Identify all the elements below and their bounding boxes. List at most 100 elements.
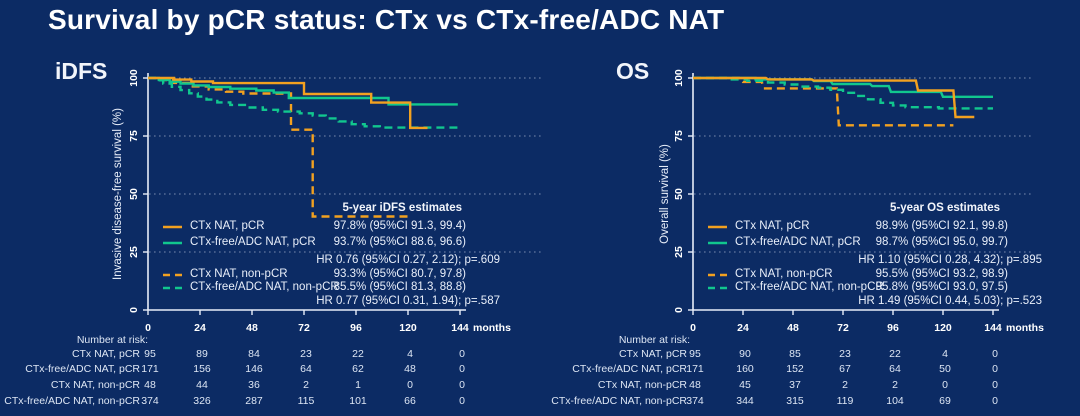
y-tick-label-os-50: 50 xyxy=(673,188,685,200)
at-risk-label-os-2: CTx NAT, non-pCR xyxy=(597,379,687,391)
at-risk-value-idfs-0-4: 22 xyxy=(352,348,364,360)
at-risk-value-idfs-3-1: 326 xyxy=(193,395,211,407)
at-risk-value-os-2-0: 48 xyxy=(689,379,701,391)
at-risk-value-idfs-2-1: 44 xyxy=(196,379,208,391)
y-tick-label-idfs-25: 25 xyxy=(128,246,140,258)
at-risk-value-os-3-2: 315 xyxy=(786,395,804,407)
at-risk-value-idfs-2-3: 2 xyxy=(303,379,309,391)
at-risk-value-os-1-1: 160 xyxy=(736,363,754,375)
at-risk-value-idfs-3-5: 66 xyxy=(404,395,416,407)
at-risk-value-idfs-3-2: 287 xyxy=(245,395,263,407)
x-tick-label-idfs-120: 120 xyxy=(399,322,417,334)
at-risk-value-os-2-6: 0 xyxy=(992,379,998,391)
at-risk-label-idfs-3: CTx-free/ADC NAT, non-pCR xyxy=(4,395,140,407)
at-risk-value-idfs-1-4: 62 xyxy=(352,363,364,375)
at-risk-value-idfs-3-0: 374 xyxy=(141,395,159,407)
x-tick-label-os-144: 144 xyxy=(984,322,1002,334)
panel-title-idfs: iDFS xyxy=(55,58,108,84)
y-tick-label-idfs-50: 50 xyxy=(128,188,140,200)
km-curve-idfs-0 xyxy=(148,76,428,130)
at-risk-value-os-2-2: 37 xyxy=(789,379,801,391)
at-risk-value-os-3-0: 374 xyxy=(686,395,704,407)
y-tick-label-idfs-100: 100 xyxy=(128,69,140,87)
y-axis-title-idfs: Invasive disease-free survival (%) xyxy=(112,108,124,280)
at-risk-value-os-0-5: 4 xyxy=(942,348,948,360)
at-risk-label-os-1: CTx-free/ADC NAT, pCR xyxy=(572,363,687,375)
km-curve-idfs-3 xyxy=(148,76,458,129)
y-tick-label-idfs-75: 75 xyxy=(128,130,140,142)
legend-estimate-os-0: 98.9% (95%CI 92.1, 99.8) xyxy=(875,220,1008,232)
legend-label-idfs-1: CTx-free/ADC NAT, pCR xyxy=(190,236,316,248)
at-risk-value-idfs-0-6: 0 xyxy=(459,348,465,360)
x-tick-label-os-0: 0 xyxy=(690,322,696,334)
x-axis-unit-idfs: months xyxy=(473,322,511,334)
x-tick-label-idfs-48: 48 xyxy=(246,322,258,334)
at-risk-label-os-3: CTx-free/ADC NAT, non-pCR xyxy=(551,395,687,407)
at-risk-value-idfs-2-0: 48 xyxy=(144,379,156,391)
hazard-ratio-idfs-0: HR 0.76 (95%CI 0.27, 2.12); p=.609 xyxy=(316,254,500,266)
km-curve-idfs-2 xyxy=(148,76,408,218)
legend-label-os-3: CTx-free/ADC NAT, non-pCR xyxy=(735,281,884,293)
page-title: Survival by pCR status: CTx vs CTx-free/… xyxy=(48,4,725,35)
y-tick-label-os-0: 0 xyxy=(673,307,685,313)
legend-estimate-os-1: 98.7% (95%CI 95.0, 99.7) xyxy=(875,236,1008,248)
at-risk-value-idfs-1-5: 48 xyxy=(404,363,416,375)
x-tick-label-os-24: 24 xyxy=(737,322,749,334)
at-risk-value-os-0-2: 85 xyxy=(789,348,801,360)
estimates-title-os: 5-year OS estimates xyxy=(890,202,1000,214)
legend-estimate-idfs-2: 93.3% (95%CI 80.7, 97.8) xyxy=(333,268,466,280)
at-risk-value-os-2-1: 45 xyxy=(739,379,751,391)
at-risk-label-idfs-0: CTx NAT, pCR xyxy=(71,348,140,360)
y-tick-label-os-100: 100 xyxy=(673,69,685,87)
at-risk-value-os-1-6: 0 xyxy=(992,363,998,375)
at-risk-value-os-3-1: 344 xyxy=(736,395,754,407)
y-axis-title-os: Overall survival (%) xyxy=(659,144,671,244)
x-tick-label-os-96: 96 xyxy=(887,322,899,334)
legend-estimate-os-2: 95.5% (95%CI 93.2, 98.9) xyxy=(875,268,1008,280)
at-risk-value-os-3-6: 0 xyxy=(992,395,998,407)
at-risk-value-os-1-2: 152 xyxy=(786,363,804,375)
legend-estimate-idfs-3: 85.5% (95%CI 81.3, 88.8) xyxy=(333,281,466,293)
at-risk-value-idfs-2-4: 1 xyxy=(355,379,361,391)
at-risk-value-os-0-4: 22 xyxy=(889,348,901,360)
legend-estimate-idfs-0: 97.8% (95%CI 91.3, 99.4) xyxy=(333,220,466,232)
km-curve-os-0 xyxy=(693,76,975,119)
at-risk-value-idfs-1-1: 156 xyxy=(193,363,211,375)
x-axis-unit-os: months xyxy=(1006,322,1044,334)
at-risk-value-os-0-0: 95 xyxy=(689,348,701,360)
y-tick-label-idfs-0: 0 xyxy=(128,307,140,313)
at-risk-value-os-2-4: 2 xyxy=(892,379,898,391)
km-curve-os-2 xyxy=(693,76,954,127)
x-tick-label-idfs-144: 144 xyxy=(451,322,469,334)
y-tick-label-os-25: 25 xyxy=(673,246,685,258)
x-tick-label-os-72: 72 xyxy=(837,322,849,334)
x-tick-label-idfs-96: 96 xyxy=(350,322,362,334)
x-tick-label-idfs-72: 72 xyxy=(298,322,310,334)
estimates-title-idfs: 5-year iDFS estimates xyxy=(342,202,462,214)
at-risk-value-idfs-0-2: 84 xyxy=(248,348,260,360)
x-tick-label-os-120: 120 xyxy=(934,322,952,334)
legend-label-os-0: CTx NAT, pCR xyxy=(735,220,810,232)
at-risk-label-idfs-1: CTx-free/ADC NAT, pCR xyxy=(25,363,140,375)
at-risk-value-idfs-1-0: 171 xyxy=(141,363,159,375)
at-risk-value-os-2-3: 2 xyxy=(842,379,848,391)
hazard-ratio-idfs-1: HR 0.77 (95%CI 0.31, 1.94); p=.587 xyxy=(316,295,500,307)
at-risk-value-idfs-0-0: 95 xyxy=(144,348,156,360)
at-risk-value-idfs-3-4: 101 xyxy=(349,395,367,407)
legend-label-os-2: CTx NAT, non-pCR xyxy=(735,268,833,280)
at-risk-value-os-2-5: 0 xyxy=(942,379,948,391)
at-risk-value-os-0-1: 90 xyxy=(739,348,751,360)
at-risk-label-os-0: CTx NAT, pCR xyxy=(618,348,687,360)
at-risk-value-os-3-5: 69 xyxy=(939,395,951,407)
at-risk-value-idfs-2-6: 0 xyxy=(459,379,465,391)
at-risk-value-idfs-3-6: 0 xyxy=(459,395,465,407)
at-risk-value-idfs-1-6: 0 xyxy=(459,363,465,375)
km-curve-idfs-1 xyxy=(148,76,458,106)
km-curve-os-1 xyxy=(693,76,993,99)
hazard-ratio-os-0: HR 1.10 (95%CI 0.28, 4.32); p=.895 xyxy=(858,254,1042,266)
at-risk-value-os-0-3: 23 xyxy=(839,348,851,360)
at-risk-value-os-0-6: 0 xyxy=(992,348,998,360)
at-risk-value-idfs-2-2: 36 xyxy=(248,379,260,391)
at-risk-value-os-1-3: 67 xyxy=(839,363,851,375)
legend-estimate-idfs-1: 93.7% (95%CI 88.6, 96.6) xyxy=(333,236,466,248)
